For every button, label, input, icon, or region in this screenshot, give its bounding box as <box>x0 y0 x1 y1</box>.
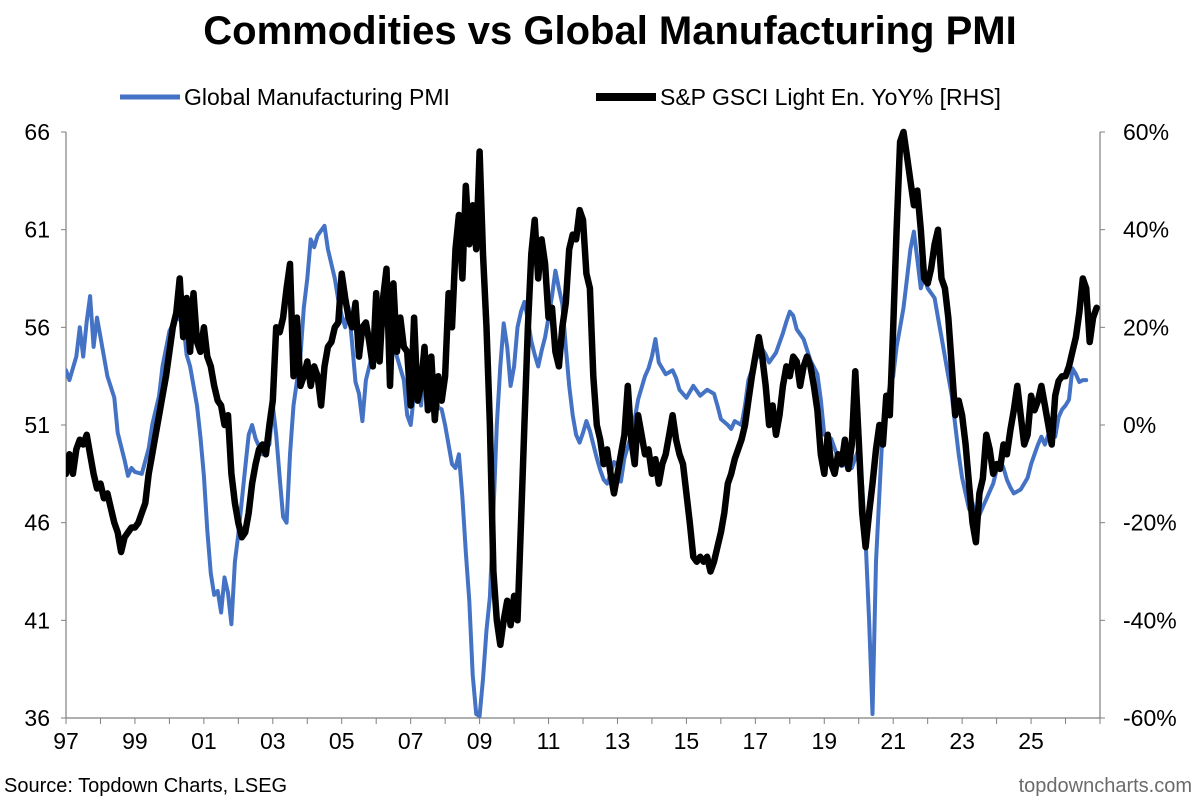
axes: 66 61 56 51 46 41 36 60% 40% 20% 0% -20% -40% -60% 97 9… <box>24 119 1176 754</box>
legend-label-gsci: S&P GSCI Light En. YoY% [RHS] <box>660 84 1001 110</box>
right-tick-label: -40% <box>1123 607 1177 633</box>
x-tick-label: 23 <box>949 728 975 754</box>
x-tick-label: 99 <box>122 728 148 754</box>
chart-title: Commodities vs Global Manufacturing PMI <box>203 9 1016 53</box>
left-tick-label: 36 <box>24 705 50 731</box>
x-tick-label: 11 <box>537 728 561 754</box>
right-tick-label: 40% <box>1123 217 1169 243</box>
x-tick-label: 13 <box>605 728 631 754</box>
right-tick-label: 20% <box>1123 314 1169 340</box>
x-tick-label: 17 <box>743 728 769 754</box>
series-line-pmi <box>66 223 1089 718</box>
right-tick-label: -20% <box>1123 510 1177 536</box>
left-tick-label: 61 <box>24 217 50 243</box>
source-note: Source: Topdown Charts, LSEG <box>4 775 287 797</box>
x-tick-label: 07 <box>398 728 424 754</box>
left-tick-label: 51 <box>24 412 50 438</box>
x-tick-label: 25 <box>1018 728 1044 754</box>
x-tick-label: 21 <box>880 728 906 754</box>
x-tick-label: 03 <box>260 728 286 754</box>
series-layer <box>66 128 1100 718</box>
left-tick-label: 66 <box>24 119 50 145</box>
legend-label-pmi: Global Manufacturing PMI <box>184 84 450 110</box>
x-tick-label: 19 <box>811 728 837 754</box>
left-tick-label: 56 <box>24 314 50 340</box>
series-line-gsci <box>66 128 1100 649</box>
watermark: topdowncharts.com <box>1019 775 1192 797</box>
x-tick-label: 15 <box>674 728 700 754</box>
right-tick-label: 0% <box>1123 412 1156 438</box>
x-tick-label: 01 <box>191 728 217 754</box>
right-tick-label: -60% <box>1123 705 1177 731</box>
legend: Global Manufacturing PMI S&P GSCI Light … <box>120 84 1001 110</box>
right-tick-label: 60% <box>1123 119 1169 145</box>
left-tick-label: 46 <box>24 510 50 536</box>
x-tick-label: 05 <box>329 728 355 754</box>
x-tick-label: 09 <box>467 728 493 754</box>
x-tick-label: 97 <box>53 728 79 754</box>
left-tick-label: 41 <box>24 607 50 633</box>
